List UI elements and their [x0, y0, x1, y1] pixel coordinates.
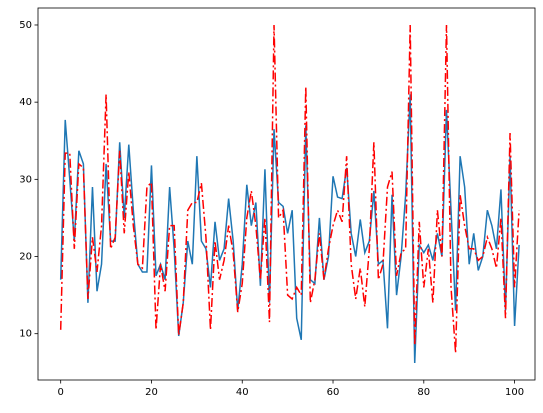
x-tick-label: 40	[236, 387, 249, 398]
x-tick-label: 100	[505, 387, 524, 398]
plot-frame	[37, 7, 536, 381]
data-line	[59, 24, 520, 354]
y-tick-label: 40	[19, 97, 32, 108]
y-tick-label: 50	[19, 20, 32, 31]
x-tick-label: 20	[145, 387, 158, 398]
y-tick-label: 30	[19, 174, 32, 185]
x-tick-label: 60	[327, 387, 340, 398]
y-tick-label: 10	[19, 329, 32, 340]
y-tick-label: 20	[19, 252, 32, 263]
x-tick-label: 80	[417, 387, 430, 398]
x-tick-label: 0	[58, 387, 64, 398]
